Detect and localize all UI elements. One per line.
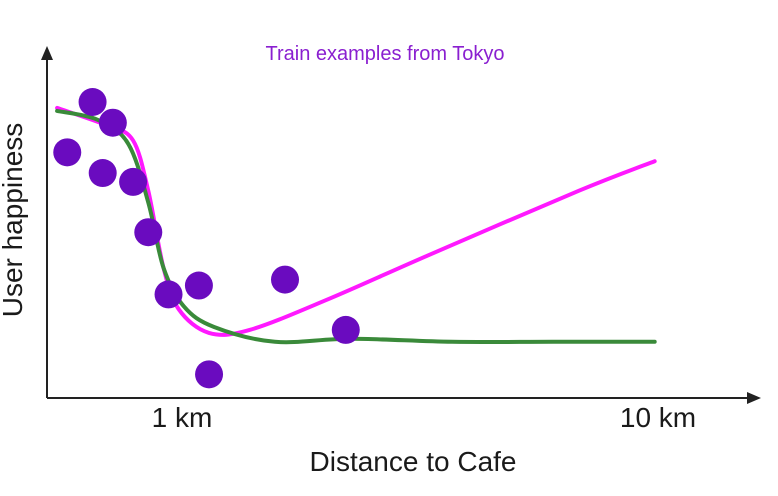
data-point <box>88 159 117 188</box>
x-axis-title: Distance to Cafe <box>310 446 517 477</box>
points-layer <box>53 88 360 389</box>
data-point <box>134 218 163 247</box>
y-axis-title: User happiness <box>0 123 28 318</box>
x-tick-label: 1 km <box>152 402 213 433</box>
data-point <box>78 88 107 116</box>
series-line-magenta <box>55 105 657 337</box>
data-point <box>331 315 360 344</box>
data-point <box>98 108 127 137</box>
x-axis-arrow <box>747 392 761 404</box>
data-point <box>184 271 213 300</box>
data-point <box>119 167 148 196</box>
data-point <box>195 360 224 389</box>
data-point <box>154 280 183 309</box>
data-point <box>271 265 300 294</box>
data-point <box>53 138 82 167</box>
series-line-green <box>55 108 657 345</box>
chart-title: Train examples from Tokyo <box>266 43 505 65</box>
x-tick-label: 10 km <box>620 402 696 433</box>
y-axis-arrow <box>41 46 53 60</box>
